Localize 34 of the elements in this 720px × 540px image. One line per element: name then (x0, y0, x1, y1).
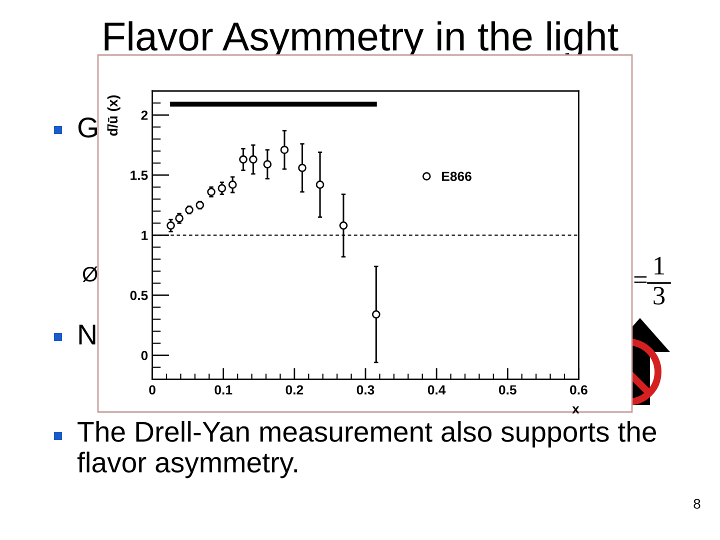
point (228, 180, 237, 189)
point (263, 160, 272, 168)
x-tick-label: 0.2 (286, 385, 304, 395)
y-tick-label: 0.5 (130, 290, 148, 300)
point (298, 164, 306, 172)
text: 3 (654, 286, 665, 305)
point (218, 184, 226, 192)
text: 8 (694, 498, 700, 509)
x-tick-label: 0.1 (214, 385, 232, 395)
point (372, 310, 380, 319)
text: G (78, 117, 98, 138)
y-tick-label: 1 (142, 230, 148, 240)
x-tick-label: 0.3 (356, 385, 374, 395)
text: N (79, 324, 96, 344)
point (166, 221, 175, 230)
y-tick-label: 1.5 (130, 170, 148, 180)
point (316, 180, 324, 189)
text: The Drell-Yan measurement also supports the flavor asymmetry. (77, 421, 656, 478)
point (239, 155, 248, 164)
legend-label: E866 (442, 172, 472, 182)
x-tick-label: 0.6 (570, 385, 588, 395)
point (249, 155, 258, 164)
x-axis-title: x (572, 406, 580, 414)
y-tick-label: 2 (141, 110, 148, 120)
text: Ø (82, 266, 98, 282)
point (280, 146, 289, 154)
text: = (634, 276, 647, 283)
point (339, 221, 348, 230)
x-tick-label: 0.4 (428, 385, 446, 395)
y-tick-label: 0 (141, 350, 148, 360)
x-tick-label: 0 (149, 385, 156, 395)
y-axis-title: d̄/ū (x) (107, 95, 120, 136)
text: 1 (654, 256, 664, 274)
x-tick-label: 0.5 (498, 385, 516, 395)
